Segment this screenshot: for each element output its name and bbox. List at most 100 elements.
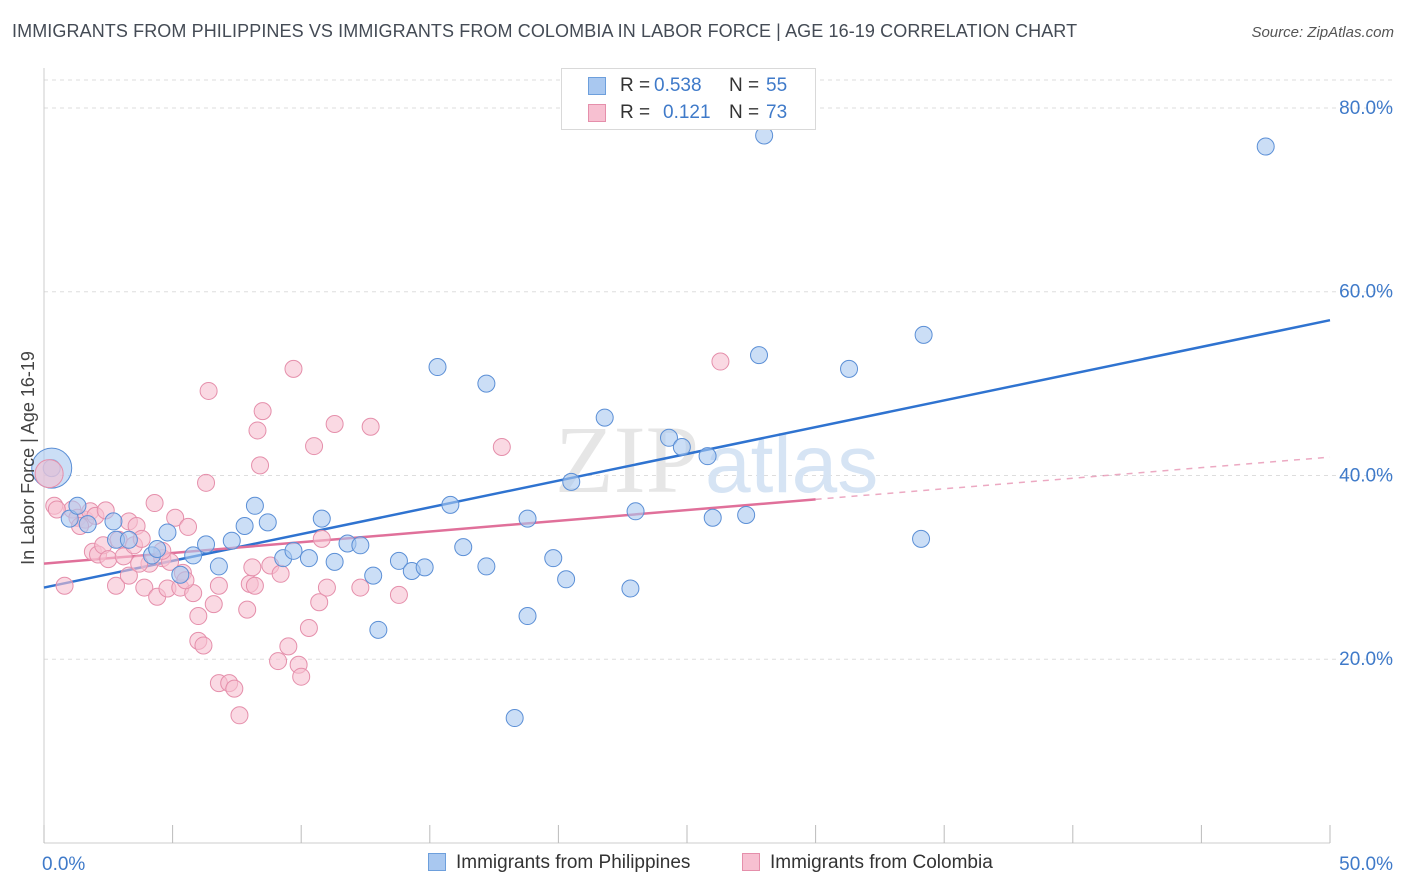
philippines-point — [325, 552, 344, 571]
colombia-point — [204, 595, 223, 614]
stats-legend: R = 0.538 N = 55 R = 0.121 N = 73 — [561, 68, 816, 130]
n-label: N = — [729, 75, 760, 96]
philippines-point — [840, 359, 859, 378]
philippines-point — [1256, 137, 1275, 156]
colombia-point — [711, 352, 730, 371]
stats-legend-row-colombia: R = 0.121 N = 73 — [562, 102, 815, 126]
colombia-point — [243, 558, 262, 577]
philippines-point — [171, 565, 190, 584]
y-tick-label: 60.0% — [1339, 282, 1393, 303]
philippines-point — [197, 535, 216, 554]
colombia-point — [310, 593, 329, 612]
y-tick-label: 20.0% — [1339, 649, 1393, 670]
colombia-point — [389, 585, 408, 604]
philippines-point — [737, 505, 756, 524]
philippines-point — [184, 546, 203, 565]
colombia-point — [269, 652, 288, 671]
n-value: 73 — [766, 102, 788, 123]
colombia-point-large — [34, 459, 64, 489]
colombia-point — [135, 578, 154, 597]
colombia-point — [119, 566, 138, 585]
philippines-point — [119, 530, 138, 549]
x-tick-label: 0.0% — [42, 854, 85, 875]
philippines-point — [158, 523, 177, 542]
y-tick-label: 40.0% — [1339, 465, 1393, 486]
colombia-point — [238, 600, 257, 619]
y-tick-label: 80.0% — [1339, 98, 1393, 119]
philippines-point — [284, 541, 303, 560]
colombia-point — [225, 679, 244, 698]
philippines-point — [68, 496, 87, 515]
philippines-point — [148, 539, 167, 558]
colombia-point — [492, 437, 511, 456]
philippines-point — [389, 551, 408, 570]
philippines-legend-swatch — [428, 853, 446, 871]
watermark: ZIP atlas — [555, 406, 878, 513]
philippines-point — [364, 566, 383, 585]
philippines-point — [415, 558, 434, 577]
watermark-zip: ZIP — [555, 406, 699, 513]
colombia-trend-line — [43, 498, 816, 565]
colombia-point — [279, 637, 298, 656]
colombia-point — [271, 564, 290, 583]
chart-title: IMMIGRANTS FROM PHILIPPINES VS IMMIGRANT… — [12, 21, 1078, 41]
data-points — [31, 126, 1275, 728]
legend-item-philippines: Immigrants from Philippines — [428, 852, 690, 874]
r-label: R = — [620, 75, 651, 96]
philippines-point — [299, 549, 318, 568]
colombia-point — [361, 417, 380, 436]
philippines-point — [209, 557, 228, 576]
colombia-point — [179, 517, 198, 536]
colombia-point — [251, 456, 270, 475]
philippines-point — [245, 496, 264, 515]
colombia-point — [199, 381, 218, 400]
colombia-point — [230, 706, 249, 725]
y-axis-title: In Labor Force | Age 16-19 — [18, 351, 38, 565]
colombia-point — [325, 415, 344, 434]
colombia-point — [114, 547, 133, 566]
colombia-point — [130, 554, 149, 573]
philippines-point — [621, 579, 640, 598]
colombia-point — [189, 607, 208, 626]
colombia-point — [194, 636, 213, 655]
philippines-point — [626, 502, 645, 521]
colombia-point — [209, 576, 228, 595]
philippines-point — [750, 346, 769, 365]
philippines-point — [369, 620, 388, 639]
philippines-point — [505, 709, 524, 728]
colombia-point — [299, 618, 318, 637]
colombia-legend-swatch — [742, 853, 760, 871]
colombia-point — [317, 578, 336, 597]
philippines-point — [659, 428, 678, 447]
source-label: Source: ZipAtlas.com — [1251, 24, 1394, 41]
philippines-point — [914, 325, 933, 344]
r-value: 0.538 — [654, 75, 702, 96]
legend-label-philippines: Immigrants from Philippines — [456, 852, 691, 873]
colombia-trend-extension — [815, 456, 1331, 501]
philippines-point — [698, 447, 717, 466]
r-value: 0.121 — [663, 102, 711, 123]
philippines-point — [912, 529, 931, 548]
philippines-point — [672, 437, 691, 456]
colombia-point — [292, 667, 311, 686]
r-label: R = — [620, 102, 651, 123]
philippines-point — [562, 472, 581, 491]
colombia-point — [107, 576, 126, 595]
colombia-point — [305, 437, 324, 456]
colombia-point — [284, 359, 303, 378]
philippines-swatch — [588, 77, 606, 95]
colombia-point — [248, 421, 267, 440]
colombia-point — [351, 578, 370, 597]
philippines-point — [518, 509, 537, 528]
philippines-point — [518, 607, 537, 626]
philippines-point — [454, 538, 473, 557]
philippines-point — [235, 517, 254, 536]
n-label: N = — [729, 102, 760, 123]
philippines-point — [477, 374, 496, 393]
philippines-point — [104, 512, 123, 531]
philippines-point — [557, 570, 576, 589]
x-tick-label: 50.0% — [1339, 854, 1393, 875]
colombia-point — [145, 494, 164, 513]
n-value: 55 — [766, 75, 788, 96]
